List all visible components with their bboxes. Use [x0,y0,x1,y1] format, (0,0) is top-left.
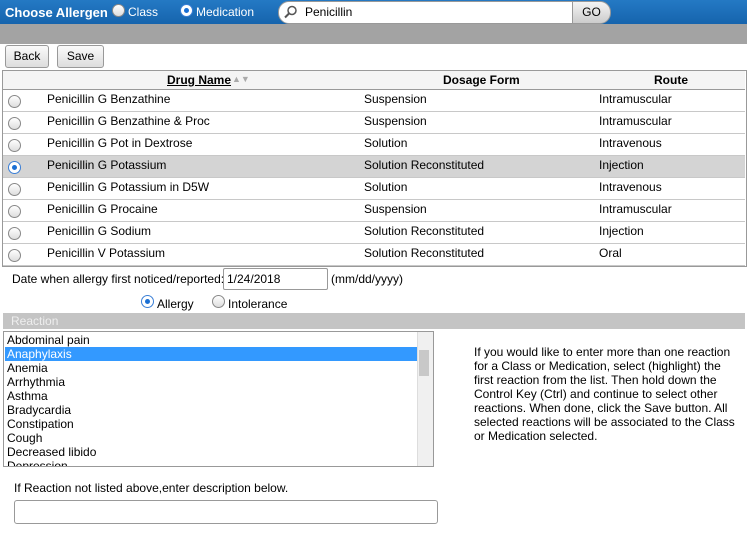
reaction-title: Reaction [11,314,59,328]
cell: Intravenous [599,136,662,150]
table-row[interactable]: Penicillin G Sodium Solution Reconstitute… [3,222,745,244]
other-label: If Reaction not listed above,enter descr… [14,481,289,495]
radio[interactable] [8,139,21,152]
radio[interactable] [8,183,21,196]
date-input[interactable]: 1/24/2018 [223,268,328,290]
option-label[interactable]: Allergy [157,297,194,311]
radio[interactable] [8,249,21,262]
cell: Suspension [364,202,427,216]
list-item[interactable]: Asthma [7,389,48,403]
radio[interactable] [112,4,125,17]
radio[interactable] [8,205,21,218]
cell: Penicillin G Benzathine & Proc [47,114,210,128]
cell: Oral [599,246,622,260]
search-icon [284,5,297,19]
date-label: Date when allergy first noticed/reported… [12,272,225,286]
radio[interactable] [212,295,225,308]
other-input[interactable] [14,500,438,524]
radio[interactable] [8,117,21,130]
list-item[interactable]: Arrhythmia [7,375,66,389]
radio[interactable] [180,4,193,17]
table-row[interactable]: Penicillin G Potassium Solution Reconstit… [3,156,745,178]
table-row[interactable]: Penicillin G Benzathine Suspension Intramu… [3,90,745,112]
list-item[interactable]: Constipation [7,417,74,431]
back-button[interactable]: Back [5,45,49,68]
list-item[interactable]: Bradycardia [7,403,72,417]
cell: Penicillin G Procaine [47,202,158,216]
option-label[interactable]: Medication [196,5,255,19]
table-row[interactable]: Penicillin G Benzathine & Proc Suspension… [3,112,745,134]
cell: Suspension [364,92,427,106]
list-item[interactable]: Anaphylaxis [5,347,419,361]
cell: Solution [364,180,408,194]
cell: Solution [364,136,408,150]
sort-icon[interactable]: ▲▼ [232,74,250,84]
list-item[interactable]: Cough [7,431,43,445]
radio[interactable] [141,295,154,308]
cell: Injection [599,158,644,172]
column-header: Dosage Form [443,73,520,87]
radio[interactable] [8,161,21,174]
cell: Injection [599,224,644,238]
cell: Solution Reconstituted [364,158,485,172]
cell: Penicillin G Potassium [47,158,167,172]
reaction-list[interactable]: Abdominal pain Anaphylaxis Anemia Arrhythmi… [3,331,434,467]
radio[interactable] [8,227,21,240]
cell: Intravenous [599,180,662,194]
list-item[interactable]: Abdominal pain [7,333,90,347]
table-row[interactable]: Penicillin V Potassium Solution Reconstit… [3,244,745,266]
reaction-header [3,313,745,329]
cell: Penicillin G Potassium in D5W [47,180,210,194]
table-row[interactable]: Penicillin G Pot in Dextrose Solution Intr… [3,134,745,156]
cell: Suspension [364,114,427,128]
allergen-label: Choose Allergen [5,5,108,20]
column-header[interactable]: Drug Name [167,73,232,87]
date-format-hint: (mm/dd/yyyy) [331,272,403,286]
go-button[interactable]: GO [572,1,611,24]
cell: Penicillin G Pot in Dextrose [47,136,193,150]
list-item[interactable]: Depression [7,459,68,467]
table-row[interactable]: Penicillin G Potassium in D5W Solution Int… [3,178,745,200]
list-item[interactable]: Decreased libido [7,445,97,459]
search-value: Penicillin [305,5,353,19]
table-header [3,71,745,90]
option-label[interactable]: Class [128,5,159,19]
cell: Intramuscular [599,202,672,216]
scroll-thumb[interactable] [419,350,429,376]
gray-bar [0,24,747,44]
help-text: If you would like to enter more than one… [474,345,735,443]
cell: Penicillin V Potassium [47,246,166,260]
table-row[interactable]: Penicillin G Procaine Suspension Intramusc… [3,200,745,222]
cell: Intramuscular [599,114,672,128]
cell: Solution Reconstituted [364,246,485,260]
save-button[interactable]: Save [57,45,104,68]
option-label[interactable]: Intolerance [228,297,288,311]
cell: Penicillin G Sodium [47,224,152,238]
cell: Intramuscular [599,92,672,106]
cell: Solution Reconstituted [364,224,485,238]
radio[interactable] [8,95,21,108]
column-header: Route [654,73,688,87]
list-item[interactable]: Anemia [7,361,48,375]
cell: Penicillin G Benzathine [47,92,171,106]
